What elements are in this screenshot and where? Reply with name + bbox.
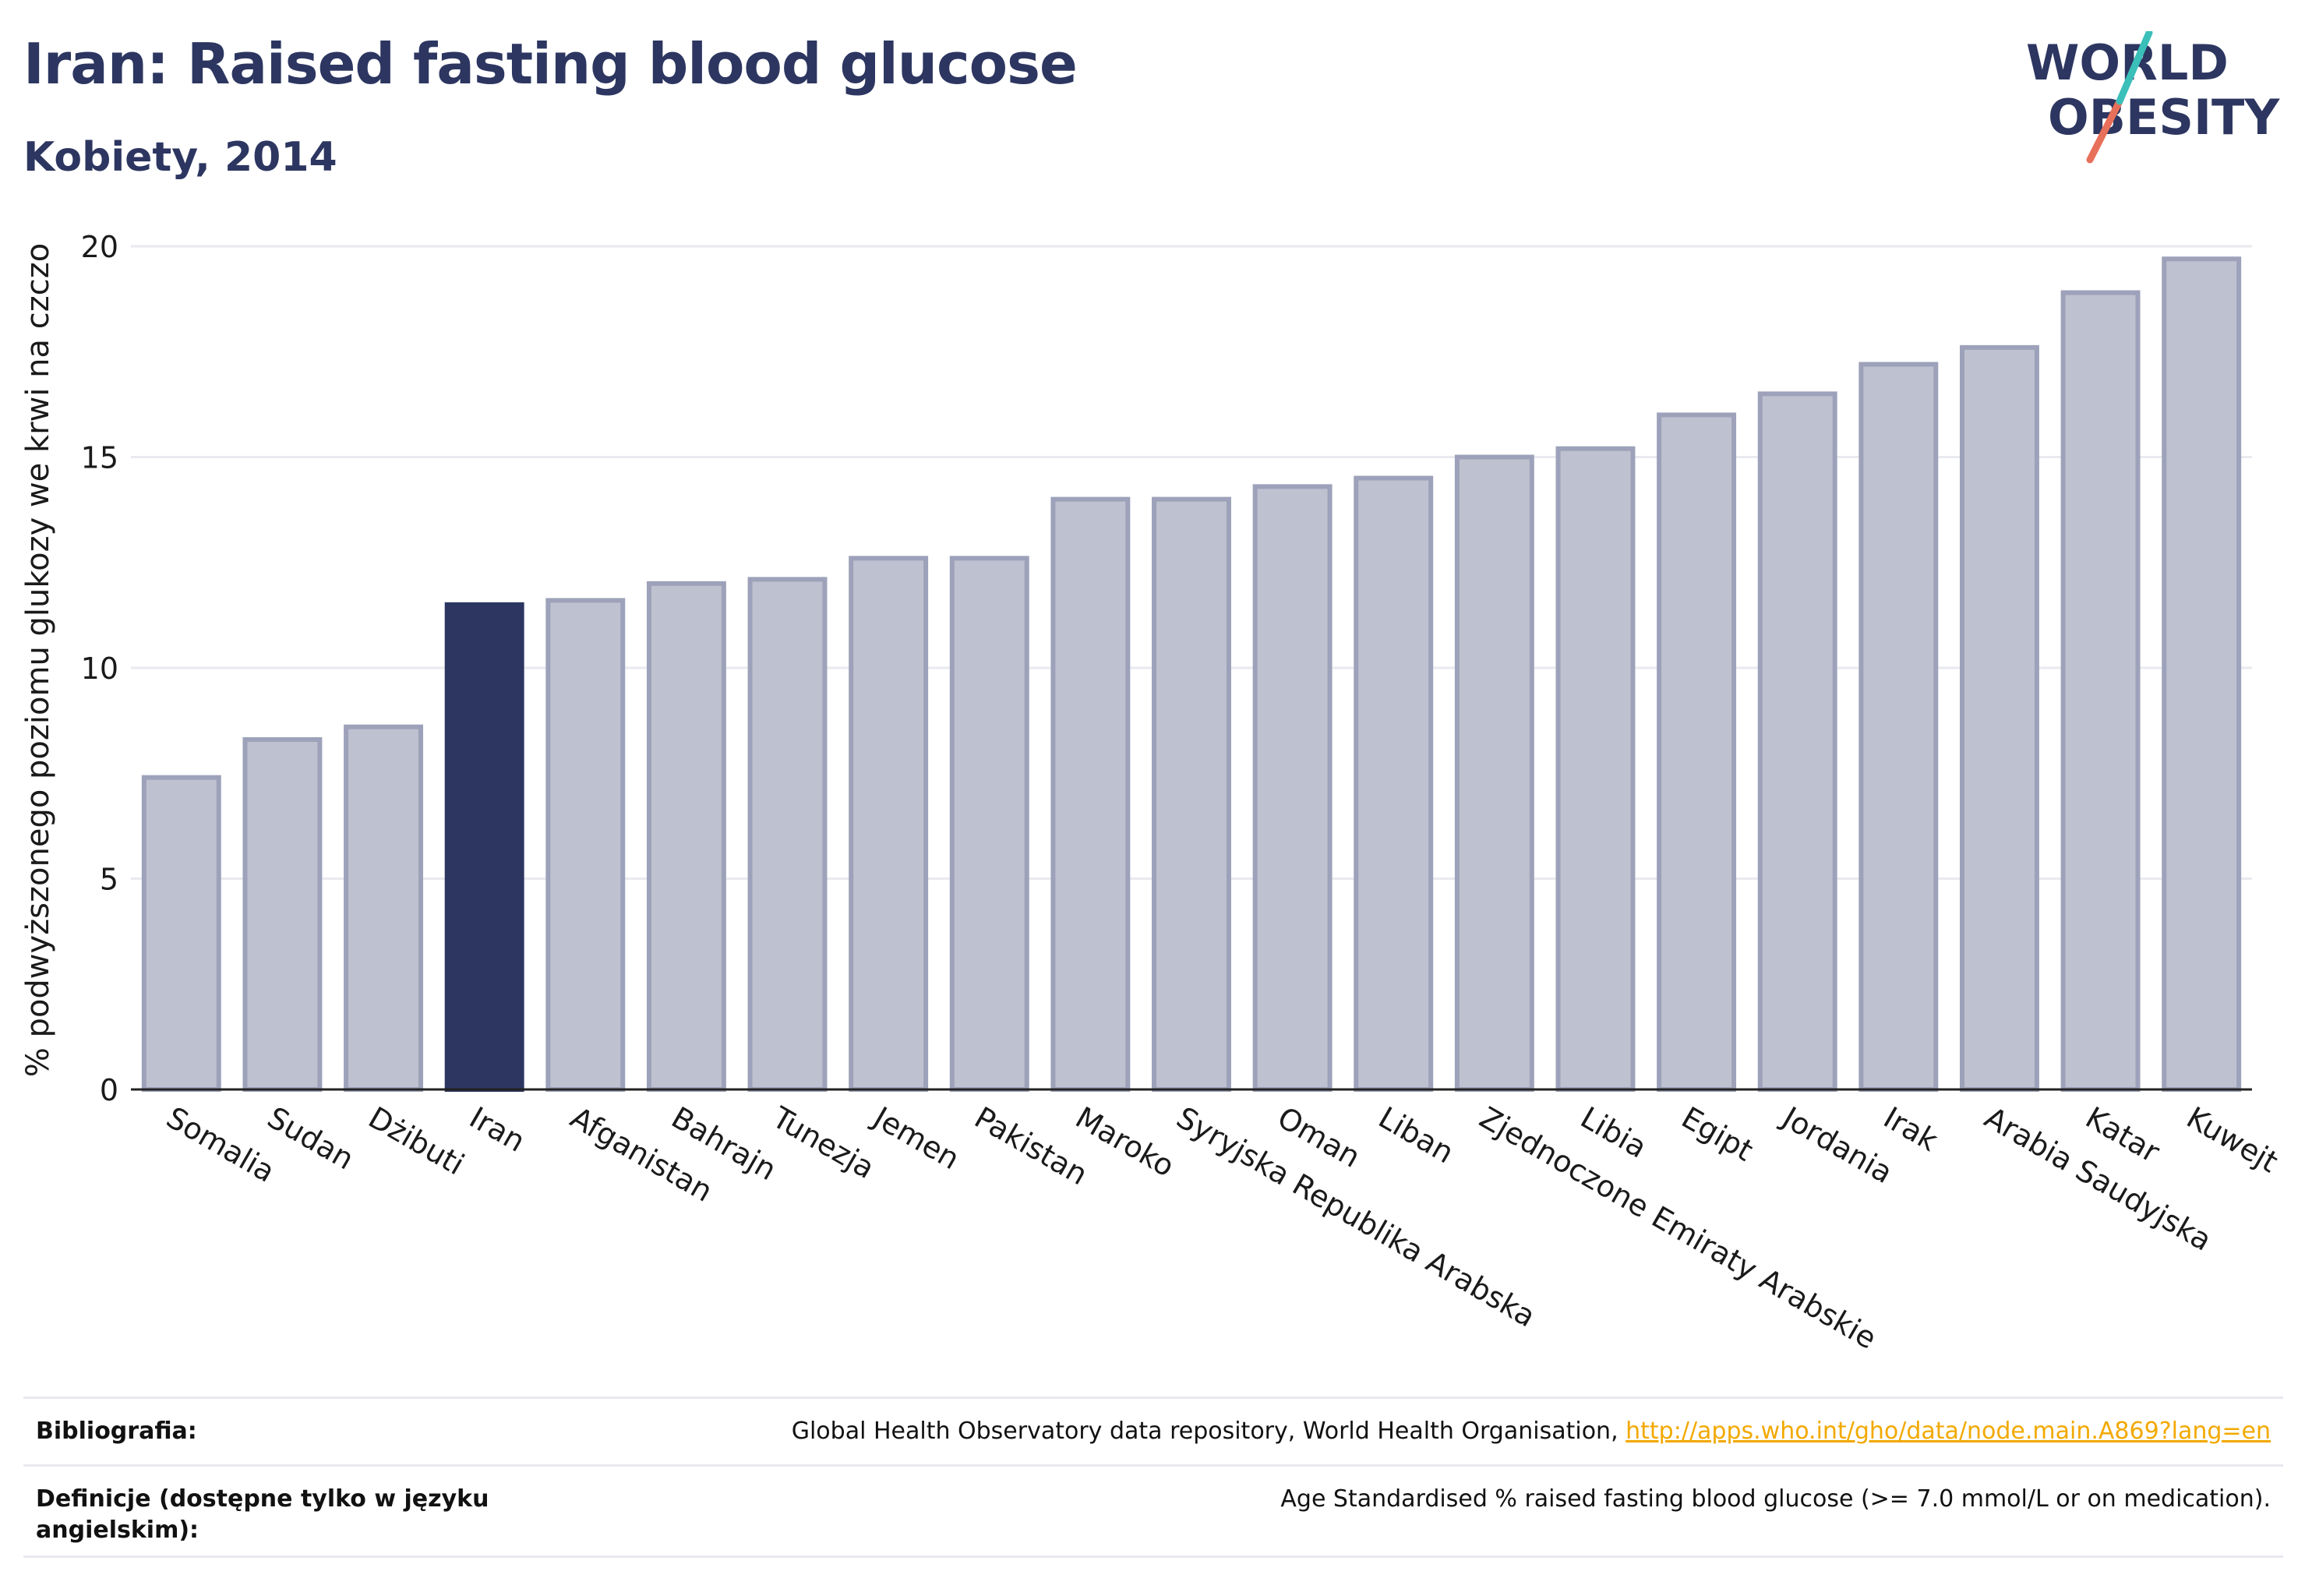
bar-katar[interactable] — [2060, 290, 2141, 1092]
bibliography-label: Bibliografia: — [36, 1418, 197, 1445]
footer: Bibliografia: Global Health Observatory … — [23, 1396, 2283, 1558]
bar-oman[interactable] — [1252, 484, 1333, 1092]
chart-subtitle: Kobiety, 2014 — [23, 134, 337, 181]
bar-afganistan[interactable] — [545, 598, 626, 1092]
bar-bahrajn[interactable] — [646, 581, 726, 1092]
x-tick-label: Somalia — [161, 1100, 281, 1189]
y-tick-label: 10 — [81, 651, 118, 686]
x-tick-label: Tunezja — [766, 1100, 881, 1185]
definitions-row: Definicje (dostępne tylko w języku angie… — [23, 1464, 2283, 1558]
bar-sudan[interactable] — [242, 736, 323, 1092]
x-tick-label: Jordania — [1775, 1100, 1898, 1190]
bibliography-text: Global Health Observatory data repositor… — [791, 1418, 1626, 1445]
x-tick-label: Pakistan — [969, 1100, 1093, 1192]
bar-tunezja[interactable] — [747, 577, 828, 1092]
logo-line2: OBESITY — [2048, 89, 2280, 146]
bar-jemen[interactable] — [849, 556, 929, 1092]
bar-irak[interactable] — [1858, 362, 1939, 1093]
bar-zjednoczone-emiraty-arabskie[interactable] — [1454, 454, 1534, 1092]
x-tick-label: Liban — [1373, 1100, 1460, 1171]
bar-libia[interactable] — [1555, 446, 1636, 1092]
bar-arabia-saudyjska[interactable] — [1959, 344, 2039, 1092]
logo-slash-red — [2086, 97, 2123, 164]
bar-jordania[interactable] — [1757, 391, 1837, 1093]
bar-somalia[interactable] — [141, 775, 221, 1092]
definitions-value: Age Standardised % raised fasting blood … — [1280, 1485, 2271, 1513]
logo-slash-teal — [2116, 31, 2153, 105]
axes: 0 5 10 15 20 — [81, 230, 2252, 1107]
bar-kuwejt[interactable] — [2162, 256, 2242, 1093]
bar-dżibuti[interactable] — [344, 724, 424, 1092]
bibliography-link[interactable]: http://apps.who.int/gho/data/node.main.A… — [1626, 1418, 2271, 1445]
y-tick-label: 5 — [100, 863, 118, 897]
definitions-label: Definicje (dostępne tylko w języku angie… — [36, 1485, 489, 1544]
bibliography-row: Bibliografia: Global Health Observatory … — [23, 1396, 2283, 1464]
y-tick-label: 15 — [81, 441, 118, 475]
bar-egipt[interactable] — [1657, 412, 1737, 1092]
bar-pakistan[interactable] — [949, 556, 1029, 1092]
x-tick-label: Irak — [1878, 1100, 1943, 1158]
x-tick-label: Jemen — [867, 1100, 965, 1177]
y-tick-label: 0 — [100, 1073, 118, 1107]
y-tick-label: 20 — [81, 230, 118, 264]
x-tick-label: Iran — [464, 1100, 531, 1159]
x-tick-label: Kuwejt — [2181, 1100, 2284, 1180]
bars — [141, 256, 2242, 1093]
chart-title: Iran: Raised fasting blood glucose — [23, 31, 1078, 97]
x-tick-label: Egipt — [1676, 1100, 1760, 1168]
x-tick-label: Dżibuti — [363, 1100, 471, 1182]
bar-syryjska-republika-arabska[interactable] — [1152, 496, 1231, 1092]
world-obesity-logo: WORLD OBESITY — [2026, 31, 2280, 164]
bar-iran[interactable] — [444, 602, 524, 1092]
bibliography-value: Global Health Observatory data repositor… — [792, 1416, 2283, 1447]
bar-maroko[interactable] — [1050, 496, 1131, 1092]
bar-liban[interactable] — [1354, 475, 1434, 1092]
y-axis-label: % podwyższonego poziomu glukozy we krwi … — [20, 243, 56, 1077]
